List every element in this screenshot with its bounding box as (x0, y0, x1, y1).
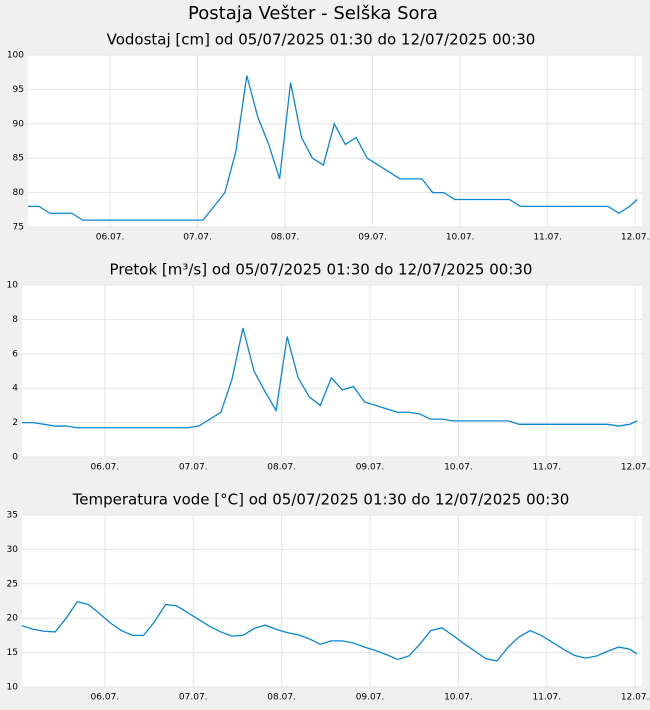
x-tick-label: 08.07. (271, 233, 300, 243)
data-line (21, 600, 638, 662)
y-tick-label: 80 (13, 188, 25, 198)
chart-title: Pretok [m³/s] od 05/07/2025 01:30 do 12/… (110, 261, 533, 279)
y-tick-label: 0 (12, 453, 18, 463)
x-tick-label: 07.07. (179, 693, 208, 703)
plot-area (22, 515, 642, 687)
x-tick-label: 06.07. (91, 463, 120, 473)
y-tick-label: 10 (7, 683, 19, 693)
y-tick-label: 75 (13, 223, 24, 233)
data-line (28, 75, 638, 221)
x-tick-label: 10.07. (444, 463, 473, 473)
x-tick-label: 11.07. (532, 693, 561, 703)
x-tick-label: 10.07. (444, 693, 473, 703)
x-tick-label: 09.07. (356, 693, 385, 703)
y-tick-label: 10 (7, 281, 19, 291)
x-tick-label: 11.07. (533, 233, 562, 243)
y-tick-label: 20 (7, 614, 19, 624)
x-tick-label: 06.07. (91, 693, 120, 703)
y-tick-label: 25 (7, 579, 18, 589)
x-tick-label: 10.07. (446, 233, 475, 243)
y-tick-label: 8 (12, 315, 18, 325)
y-tick-label: 6 (12, 349, 18, 359)
y-tick-label: 100 (7, 51, 24, 61)
y-tick-label: 15 (7, 648, 18, 658)
y-tick-label: 30 (7, 545, 19, 555)
y-tick-label: 85 (13, 154, 24, 164)
x-tick-label: 09.07. (358, 233, 387, 243)
x-tick-label: 12.07. (621, 463, 650, 473)
y-tick-label: 2 (12, 418, 18, 428)
x-tick-label: 07.07. (179, 463, 208, 473)
y-tick-label: 90 (13, 119, 25, 129)
x-tick-label: 12.07. (621, 693, 650, 703)
x-tick-label: 08.07. (267, 463, 296, 473)
page-title: Postaja Vešter - Selška Sora (188, 3, 438, 24)
plot-area (28, 55, 642, 227)
x-tick-label: 08.07. (267, 693, 296, 703)
y-tick-label: 4 (12, 384, 18, 394)
chart-title: Vodostaj [cm] od 05/07/2025 01:30 do 12/… (107, 31, 536, 49)
y-tick-label: 35 (7, 511, 18, 521)
y-tick-label: 95 (13, 85, 24, 95)
x-tick-label: 12.07. (621, 233, 650, 243)
data-line (22, 327, 638, 429)
x-tick-label: 06.07. (96, 233, 125, 243)
x-tick-label: 07.07. (183, 233, 212, 243)
x-tick-label: 11.07. (532, 463, 561, 473)
x-tick-label: 09.07. (356, 463, 385, 473)
plot-area (22, 285, 642, 457)
chart-title: Temperatura vode [°C] od 05/07/2025 01:3… (72, 491, 570, 509)
